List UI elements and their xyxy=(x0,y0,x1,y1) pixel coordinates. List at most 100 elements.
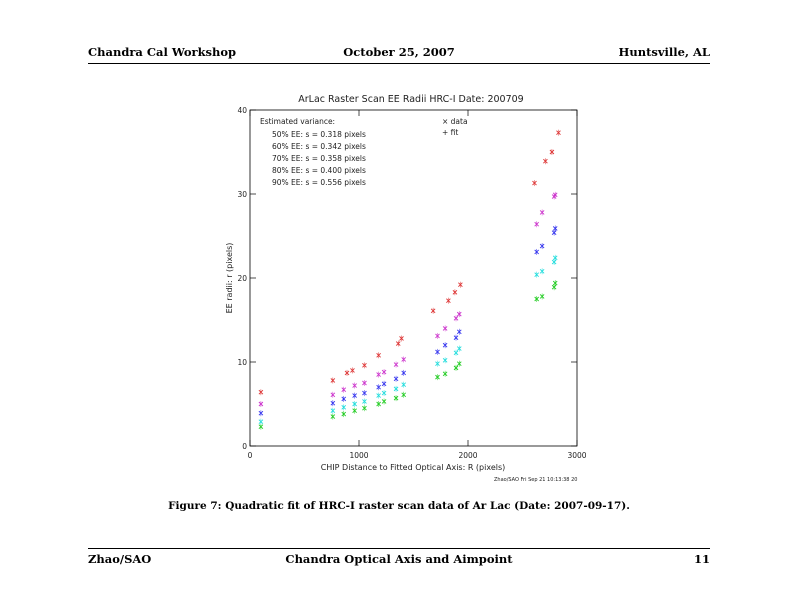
data-point xyxy=(258,418,264,425)
data-point xyxy=(362,362,367,369)
footer-right: 11 xyxy=(693,552,710,566)
data-point xyxy=(330,377,336,384)
data-point xyxy=(258,389,264,396)
data-point xyxy=(341,404,347,411)
data-point xyxy=(341,411,347,418)
legend-fit: + fit xyxy=(442,128,458,137)
data-point xyxy=(435,360,440,367)
data-point xyxy=(456,360,462,367)
data-point xyxy=(549,149,555,155)
data-point xyxy=(362,390,367,397)
data-point xyxy=(376,371,381,378)
variance-80: 80% EE: s = 0.400 pixels xyxy=(272,166,366,175)
data-point xyxy=(352,392,357,399)
x-axis-ticks: 0 1000 2000 3000 xyxy=(248,110,587,460)
data-point xyxy=(446,297,451,304)
header-right: Huntsville, AL xyxy=(618,45,711,59)
data-point xyxy=(330,391,336,398)
data-point xyxy=(452,289,458,296)
data-point xyxy=(543,158,548,165)
data-point xyxy=(344,369,350,376)
data-point xyxy=(532,180,537,187)
data-point xyxy=(539,209,545,216)
data-point xyxy=(393,395,399,402)
legend-data: × data xyxy=(442,117,468,126)
data-point xyxy=(453,315,459,322)
data-point xyxy=(401,391,407,398)
data-point xyxy=(539,243,545,250)
data-point xyxy=(442,370,448,377)
data-point xyxy=(534,271,539,278)
data-point xyxy=(341,386,347,393)
y-tick-label: 40 xyxy=(237,106,247,115)
data-point xyxy=(453,364,459,371)
x-tick-label: 0 xyxy=(248,451,253,460)
data-point xyxy=(381,369,387,376)
footer-rule xyxy=(88,548,710,549)
footer-left: Zhao/SAO xyxy=(88,552,152,566)
data-point xyxy=(534,221,539,228)
y-tick-label: 30 xyxy=(237,190,247,199)
data-point xyxy=(551,229,557,236)
data-point xyxy=(442,342,448,349)
data-point xyxy=(456,345,462,352)
data-point xyxy=(376,384,381,391)
x-tick-label: 3000 xyxy=(567,451,586,460)
y-tick-label: 20 xyxy=(237,274,247,283)
data-point xyxy=(539,268,545,275)
data-point xyxy=(258,410,264,417)
data-point xyxy=(341,395,347,402)
page-footer: Zhao/SAO Chandra Optical Axis and Aimpoi… xyxy=(88,552,710,570)
data-point xyxy=(362,398,367,405)
data-point xyxy=(552,191,558,198)
data-point xyxy=(258,401,264,407)
variance-50: 50% EE: s = 0.318 pixels xyxy=(272,130,366,139)
data-point xyxy=(381,398,387,405)
data-point xyxy=(381,390,387,397)
data-point xyxy=(393,361,399,368)
data-point xyxy=(395,340,401,347)
data-point xyxy=(430,307,436,314)
data-point xyxy=(435,332,440,339)
page-header: Chandra Cal Workshop October 25, 2007 Hu… xyxy=(88,45,710,63)
data-point xyxy=(399,335,404,342)
data-point xyxy=(456,311,462,318)
data-point xyxy=(330,407,336,414)
data-point xyxy=(376,392,381,399)
data-point xyxy=(330,400,336,407)
data-point xyxy=(393,375,399,382)
data-point xyxy=(552,225,558,232)
data-point xyxy=(352,401,357,407)
data-point xyxy=(442,357,448,364)
y-tick-label: 10 xyxy=(237,358,247,367)
data-point xyxy=(458,281,463,288)
data-point xyxy=(453,334,459,341)
y-axis-ticks: 0 10 20 30 40 xyxy=(237,106,577,451)
data-point xyxy=(401,381,407,388)
data-point xyxy=(442,325,448,332)
footer-center: Chandra Optical Axis and Aimpoint xyxy=(285,552,513,566)
data-point xyxy=(352,407,357,414)
data-point xyxy=(381,380,387,387)
data-point xyxy=(350,367,355,374)
header-center: October 25, 2007 xyxy=(343,45,455,59)
ee-radii-scatter-chart: ArLac Raster Scan EE Radii HRC-I Date: 2… xyxy=(225,94,587,483)
variance-heading: Estimated variance: xyxy=(260,117,335,126)
data-point xyxy=(352,382,357,389)
data-point xyxy=(393,385,399,392)
data-point xyxy=(435,348,440,355)
data-point xyxy=(551,259,557,266)
data-points xyxy=(258,129,561,430)
header-left: Chandra Cal Workshop xyxy=(88,45,237,59)
data-point xyxy=(453,349,459,356)
x-tick-label: 2000 xyxy=(458,451,477,460)
header-rule xyxy=(88,63,710,64)
data-point xyxy=(258,423,264,430)
data-point xyxy=(330,413,336,420)
data-point xyxy=(552,280,558,287)
data-point xyxy=(376,401,381,407)
data-point xyxy=(539,293,545,300)
chart-title: ArLac Raster Scan EE Radii HRC-I Date: 2… xyxy=(298,94,523,105)
y-axis-label: EE radii: r (pixels) xyxy=(225,243,234,314)
plot-stamp: Zhao/SAO Fri Sep 21 10:13:38 20 xyxy=(494,477,577,483)
